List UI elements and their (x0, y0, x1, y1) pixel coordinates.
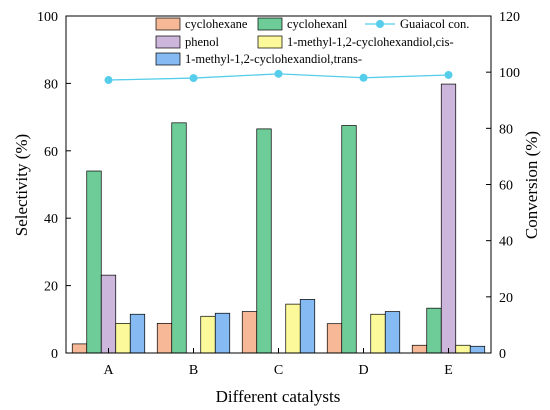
bar-cyclohexanl-b (171, 122, 187, 354)
point-guaiacol-con-a (104, 76, 113, 85)
x-axis-label: Different catalysts (216, 387, 341, 406)
bar-1-methyl-1-2-cyclohexandiol-trans-d (384, 311, 401, 354)
bar-phenol-a (100, 274, 117, 354)
legend-swatch-cyclohexane (155, 17, 181, 31)
bar-phenol-e (440, 83, 457, 354)
right-axis-ticks: 0 20 40 60 80 100 120 (486, 10, 520, 362)
point-guaiacol-con-d (359, 73, 368, 82)
legend-swatch-cyclohexanl (257, 17, 283, 31)
legend-marker-guaiacol-con (376, 20, 384, 28)
conversion-line-layer (104, 69, 453, 85)
y2-tick-label: 0 (499, 347, 506, 362)
bar-1-methyl-1-2-cyclohexandiol-cis-d (370, 313, 386, 354)
legend-label-phenol: phenol (185, 35, 220, 49)
legend-swatch-1-methyl-1-2-cyclohexandiol-cis (257, 35, 283, 49)
y-tick-label: 100 (37, 10, 58, 25)
legend-swatch-1-methyl-1-2-cyclohexandiol-trans (155, 52, 181, 66)
bar-1-methyl-1-2-cyclohexandiol-cis-a (115, 322, 131, 354)
bar-cyclohexanl-e (426, 307, 442, 354)
legend-label-1-methyl-1-2-cyclohexandiol-cis: 1-methyl-1,2-cyclohexandiol,cis- (287, 35, 454, 49)
x-tick-label: A (103, 363, 114, 378)
y-tick-label: 60 (44, 145, 58, 160)
y-tick-label: 80 (44, 77, 58, 92)
legend-swatch-phenol (155, 35, 181, 49)
bar-cyclohexane-d (326, 323, 343, 354)
legend-label-1-methyl-1-2-cyclohexandiol-trans: 1-methyl-1,2-cyclohexandiol,trans- (185, 52, 362, 66)
y-tick-label: 20 (44, 280, 58, 295)
point-guaiacol-con-e (444, 70, 453, 79)
legend: cyclohexane cyclohexanl Guaiacol con. pheno… (155, 17, 469, 66)
left-axis-ticks: 0 20 40 60 80 100 (37, 10, 71, 362)
bar-cyclohexanl-a (86, 170, 102, 354)
x-tick-label: E (444, 363, 453, 378)
y2-tick-label: 80 (499, 122, 513, 137)
x-tick-label: C (274, 363, 283, 378)
legend-label-cyclohexanl: cyclohexanl (287, 17, 348, 31)
y2-tick-label: 100 (499, 66, 520, 81)
bar-cyclohexane-c (241, 311, 258, 354)
y-tick-label: 0 (51, 347, 58, 362)
y2-axis-label: Conversion (%) (522, 131, 541, 239)
point-guaiacol-con-b (189, 74, 198, 83)
legend-label-guaiacol-con: Guaiacol con. (400, 17, 469, 31)
x-tick-label: B (189, 363, 198, 378)
y2-tick-label: 120 (499, 10, 520, 25)
bar-1-methyl-1-2-cyclohexandiol-cis-c (285, 303, 301, 354)
legend-label-cyclohexane: cyclohexane (185, 17, 248, 31)
bar-cyclohexanl-c (256, 128, 272, 354)
y-axis-label: Selectivity (%) (12, 134, 31, 236)
bar-1-methyl-1-2-cyclohexandiol-trans-e (469, 345, 486, 354)
bar-cyclohexane-a (71, 343, 88, 354)
bar-1-methyl-1-2-cyclohexandiol-trans-c (299, 299, 316, 354)
plot-frame (65, 15, 492, 354)
bar-1-methyl-1-2-cyclohexandiol-cis-e (455, 344, 471, 354)
bar-1-methyl-1-2-cyclohexandiol-trans-a (129, 313, 146, 354)
y2-tick-label: 40 (499, 235, 513, 250)
bar-cyclohexanl-d (341, 125, 357, 354)
y2-tick-label: 20 (499, 291, 513, 306)
x-axis-ticks: A B C D E (103, 348, 453, 378)
bar-cyclohexane-b (156, 322, 173, 354)
point-guaiacol-con-c (274, 69, 283, 78)
y-tick-label: 40 (44, 212, 58, 227)
bar-cyclohexane-e (411, 344, 428, 354)
x-tick-label: D (358, 363, 368, 378)
bars-layer (71, 83, 486, 354)
y2-tick-label: 60 (499, 179, 513, 194)
bar-1-methyl-1-2-cyclohexandiol-cis-b (200, 315, 216, 354)
bar-1-methyl-1-2-cyclohexandiol-trans-b (214, 312, 231, 354)
